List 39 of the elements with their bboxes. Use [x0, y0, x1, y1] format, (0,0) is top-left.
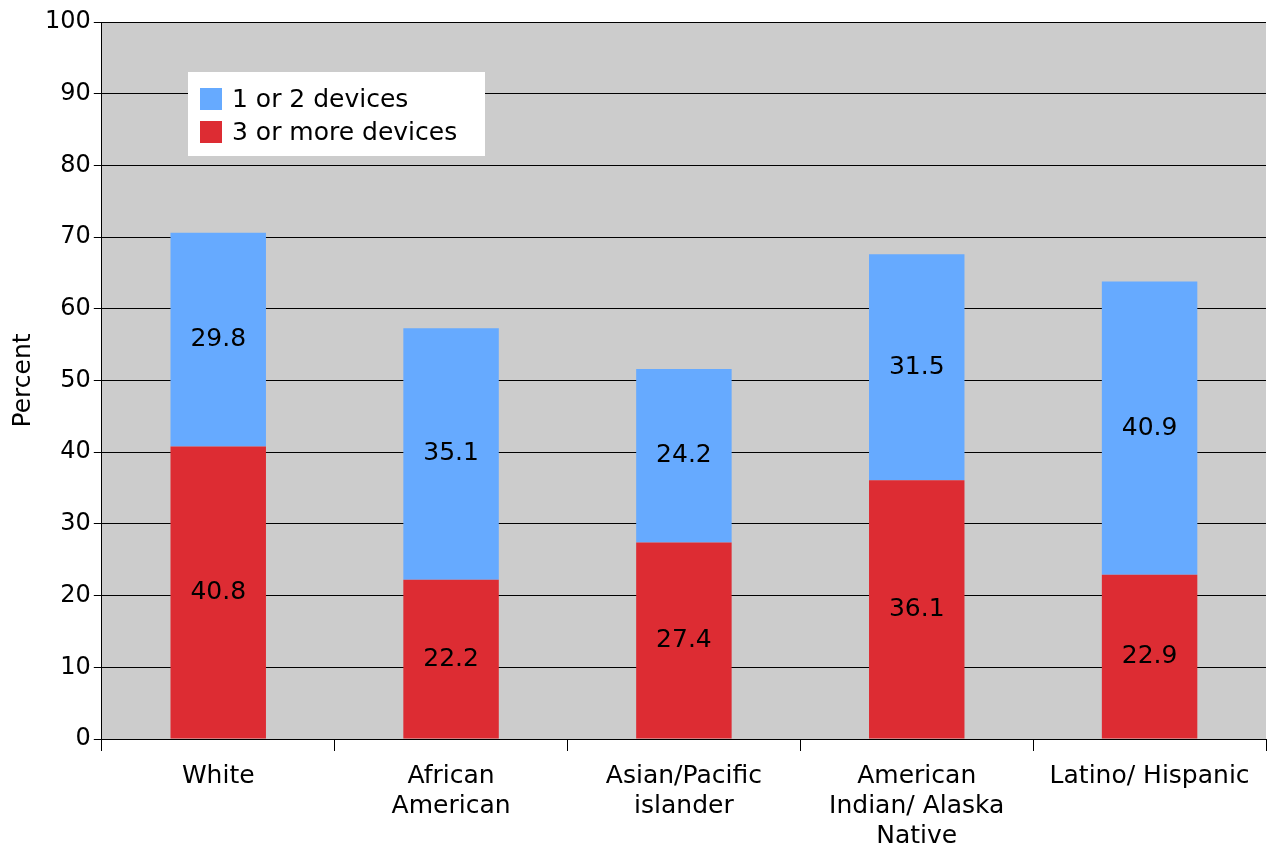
data-label: 36.1: [888, 592, 945, 622]
bar: [170, 446, 266, 739]
x-tick-label: White: [181, 759, 255, 789]
data-label: 24.2: [656, 439, 712, 469]
y-tick-label: 20: [60, 579, 91, 608]
bar: [636, 369, 732, 543]
data-label: 29.8: [190, 323, 247, 353]
bar: [1101, 281, 1198, 575]
y-tick-label: 0: [75, 723, 91, 752]
data-label: 27.4: [656, 624, 712, 654]
y-tick-label: 70: [60, 221, 91, 250]
data-label: 22.9: [1121, 640, 1178, 670]
y-tick-label: 40: [60, 436, 91, 465]
y-tick-label: 80: [60, 149, 91, 178]
legend-label: 3 or more devices: [232, 117, 458, 146]
x-tick-label: African American: [391, 759, 511, 819]
y-tick-label: 90: [60, 77, 91, 106]
data-label: 22.2: [423, 642, 479, 672]
x-tick-label: American Indian/ Alaska Native: [829, 759, 1005, 849]
data-label: 40.8: [190, 575, 247, 605]
data-label: 35.1: [423, 437, 479, 467]
legend-label: 1 or 2 devices: [232, 84, 409, 113]
bar: [170, 232, 266, 447]
bar: [1101, 574, 1198, 739]
bar: [869, 480, 965, 739]
y-tick-label: 30: [60, 508, 91, 537]
y-tick-label: 100: [45, 6, 91, 35]
bar: [403, 328, 499, 580]
y-axis-title: Percent: [6, 333, 36, 428]
bar: [636, 542, 732, 739]
y-tick-label: 50: [60, 364, 91, 393]
data-label: 40.9: [1121, 411, 1178, 441]
y-tick-label: 60: [60, 293, 91, 322]
y-tick-label: 10: [60, 651, 91, 680]
x-tick-label: Latino/ Hispanic: [1049, 759, 1250, 789]
data-label: 31.5: [888, 350, 945, 380]
bar: [403, 579, 499, 739]
x-tick-label: Asian/Pacific islander: [605, 759, 762, 819]
bar: [869, 254, 965, 481]
